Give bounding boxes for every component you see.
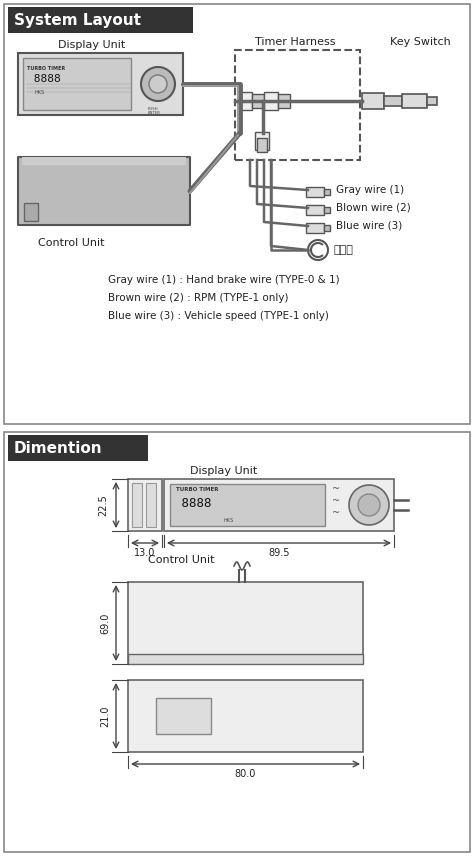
Bar <box>257 138 267 152</box>
Bar <box>264 92 278 110</box>
Bar <box>384 96 402 106</box>
Bar <box>170 484 325 526</box>
Bar <box>18 157 190 225</box>
Bar <box>18 53 183 115</box>
Text: Brown wire (2) : RPM (TYPE-1 only): Brown wire (2) : RPM (TYPE-1 only) <box>108 293 289 303</box>
Text: 80.0: 80.0 <box>234 769 255 779</box>
Bar <box>8 7 193 33</box>
Text: Key Switch: Key Switch <box>390 37 451 47</box>
Text: 8888: 8888 <box>27 74 61 84</box>
Circle shape <box>149 75 167 93</box>
Bar <box>324 207 330 213</box>
Text: Gray wire (1): Gray wire (1) <box>336 185 404 195</box>
Bar <box>324 189 330 195</box>
Text: TURBO TIMER: TURBO TIMER <box>176 486 219 491</box>
Text: HKS: HKS <box>35 90 45 94</box>
Text: Blue wire (3) : Vehicle speed (TYPE-1 only): Blue wire (3) : Vehicle speed (TYPE-1 on… <box>108 311 329 321</box>
Text: Gray wire (1) : Hand brake wire (TYPE-0 & 1): Gray wire (1) : Hand brake wire (TYPE-0 … <box>108 275 340 285</box>
Bar <box>278 94 290 108</box>
Bar <box>362 93 384 109</box>
Text: ~: ~ <box>332 508 340 518</box>
Text: アース: アース <box>334 245 354 255</box>
Bar <box>24 203 38 221</box>
Text: ~: ~ <box>332 484 340 494</box>
Text: ~: ~ <box>332 496 340 506</box>
Bar <box>23 58 131 110</box>
Text: 13.0: 13.0 <box>134 548 155 558</box>
Bar <box>306 187 324 197</box>
Bar <box>128 582 363 664</box>
Bar <box>324 225 330 231</box>
Text: TURBO TIMER: TURBO TIMER <box>27 66 65 70</box>
Text: PUSH
ENTER: PUSH ENTER <box>148 107 161 116</box>
Bar <box>252 94 264 108</box>
Circle shape <box>141 67 175 101</box>
Text: 21.0: 21.0 <box>100 705 110 727</box>
Bar <box>427 97 437 105</box>
Text: Control Unit: Control Unit <box>38 238 104 248</box>
Bar <box>164 479 394 531</box>
Circle shape <box>349 485 389 525</box>
Circle shape <box>308 240 328 260</box>
Bar <box>306 205 324 215</box>
Text: Blue wire (3): Blue wire (3) <box>336 221 402 231</box>
Text: Display Unit: Display Unit <box>190 466 257 476</box>
Bar <box>235 50 360 160</box>
Text: 89.5: 89.5 <box>268 548 290 558</box>
Bar <box>156 698 211 734</box>
Bar <box>255 132 269 150</box>
Bar <box>306 223 324 233</box>
Bar <box>146 483 156 527</box>
Bar <box>132 483 142 527</box>
Text: 8888: 8888 <box>174 496 211 509</box>
Bar <box>8 435 148 461</box>
Bar <box>128 654 363 664</box>
Text: Dimention: Dimention <box>14 441 103 455</box>
Text: HKS: HKS <box>224 519 234 524</box>
Text: Control Unit: Control Unit <box>148 555 215 565</box>
Text: 69.0: 69.0 <box>100 612 110 633</box>
Text: Blown wire (2): Blown wire (2) <box>336 203 411 213</box>
Text: 22.5: 22.5 <box>98 494 108 516</box>
Bar <box>128 479 162 531</box>
Bar <box>238 92 252 110</box>
Bar <box>128 680 363 752</box>
Text: Display Unit: Display Unit <box>58 40 125 50</box>
Bar <box>22 157 186 165</box>
Text: Timer Harness: Timer Harness <box>255 37 336 47</box>
Circle shape <box>358 494 380 516</box>
Bar <box>402 94 427 108</box>
Text: System Layout: System Layout <box>14 13 141 27</box>
